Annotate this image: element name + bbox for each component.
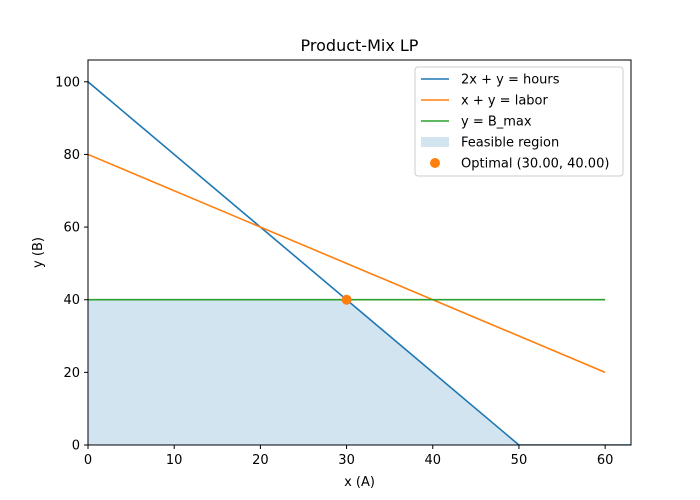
y-tick-label: 80 [63,148,80,163]
y-tick-label: 20 [63,366,80,381]
legend-swatch [430,158,440,168]
legend-box [414,66,624,177]
axes: 0 10 20 30 40 50 60 0 20 40 60 80 100 [55,59,632,468]
x-tick-label: 0 [84,453,92,468]
series-line-x-y-labor [88,153,606,374]
y-tick-label: 40 [63,293,80,308]
legend-label: Optimal (30.00, 40.00) [461,157,609,172]
plot-area [88,81,631,445]
x-tick-label: 20 [252,453,269,468]
legend-label: Feasible region [461,136,559,151]
legend-label: y = B_max [461,115,532,130]
x-tick-label: 50 [511,453,528,468]
legend-label: 2x + y = hours [461,73,560,88]
series-line-2x-y-hours [88,81,631,445]
axes-frame [87,59,632,446]
x-axis-label: x (A) [344,475,375,490]
legend-label: x + y = labor [461,94,548,109]
chart-title: Product-Mix LP [301,36,419,55]
legend-swatch [421,137,449,147]
y-axis-label: y (B) [31,237,46,268]
x-tick-label: 30 [338,453,355,468]
x-tick-label: 60 [597,453,614,468]
legend: 2x + y = hours x + y = labor y = B_max Feas… [414,66,624,177]
x-tick-label: 40 [424,453,441,468]
feasible-region-area [88,299,519,445]
y-tick-label: 100 [55,75,80,90]
optimal-point-marker [341,294,352,305]
y-tick-label: 0 [72,439,80,454]
y-tick-label: 60 [63,221,80,236]
x-tick-label: 10 [166,453,183,468]
